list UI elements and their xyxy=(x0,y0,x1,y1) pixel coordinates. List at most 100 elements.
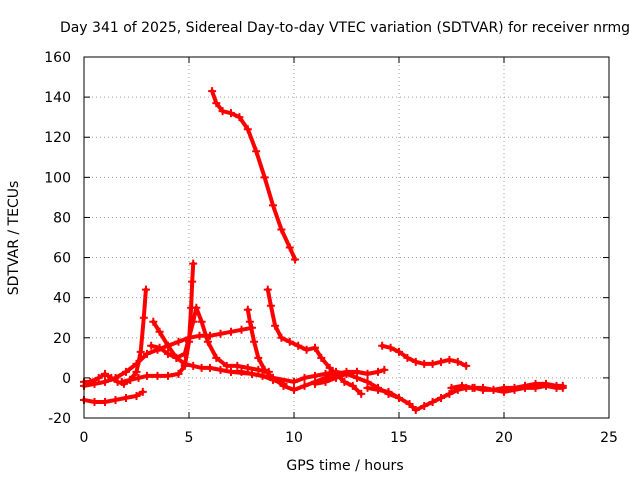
data-point xyxy=(252,147,261,156)
y-axis-label: SDTVAR / TECUs xyxy=(6,181,22,296)
data-point xyxy=(111,395,120,404)
data-point xyxy=(263,285,272,294)
y-tick-label: 100 xyxy=(44,170,71,186)
data-point xyxy=(462,361,471,370)
data-point xyxy=(428,359,437,368)
data-point xyxy=(479,383,487,392)
data-point xyxy=(285,337,294,346)
data-point xyxy=(447,383,456,392)
data-point xyxy=(340,377,349,386)
data-point xyxy=(411,357,420,366)
data-point xyxy=(386,343,395,352)
x-tick-label: 0 xyxy=(80,430,89,446)
data-point xyxy=(122,367,130,376)
data-point xyxy=(458,381,466,390)
data-point xyxy=(300,373,309,382)
grid-lines xyxy=(84,57,609,418)
y-tick-label: 40 xyxy=(53,291,71,307)
data-point xyxy=(428,397,437,406)
data-point xyxy=(411,405,420,414)
data-point xyxy=(357,389,366,398)
data-point xyxy=(233,361,242,370)
data-point xyxy=(437,393,445,402)
data-point xyxy=(174,369,183,378)
series-line xyxy=(265,287,364,396)
series-track-7 xyxy=(147,303,273,376)
data-point xyxy=(302,345,311,354)
series-line xyxy=(149,305,271,374)
data-point xyxy=(132,367,141,376)
data-point xyxy=(311,343,319,352)
series-track-12 xyxy=(378,341,471,370)
data-point xyxy=(380,365,389,374)
data-point xyxy=(332,373,340,382)
data-point xyxy=(172,353,181,362)
data-point xyxy=(374,385,382,394)
series-track-11 xyxy=(311,365,389,388)
data-point xyxy=(468,383,477,392)
series-track-10 xyxy=(227,367,403,402)
y-tick-label: 80 xyxy=(53,210,71,226)
data-point xyxy=(363,383,372,392)
data-point xyxy=(348,381,357,390)
data-point xyxy=(353,367,361,376)
data-point xyxy=(143,371,151,380)
data-point xyxy=(216,365,225,374)
data-point xyxy=(311,379,319,388)
data-point xyxy=(269,201,277,210)
series-track-3 xyxy=(80,285,150,388)
data-point xyxy=(111,373,120,382)
data-point xyxy=(195,331,204,340)
data-point xyxy=(164,371,172,380)
data-point xyxy=(218,107,227,116)
data-point xyxy=(90,379,99,388)
data-point xyxy=(321,369,330,378)
data-series xyxy=(80,87,567,414)
data-point xyxy=(138,387,147,396)
data-point xyxy=(321,377,330,386)
data-point xyxy=(189,361,198,370)
data-point xyxy=(164,349,172,358)
data-point xyxy=(206,363,214,372)
data-point xyxy=(149,317,158,326)
data-point xyxy=(420,359,429,368)
data-point xyxy=(212,353,221,362)
data-point xyxy=(325,363,334,372)
data-point xyxy=(294,341,303,350)
data-point xyxy=(243,305,252,314)
data-point xyxy=(403,353,412,362)
data-point xyxy=(445,389,454,398)
data-point xyxy=(453,357,462,366)
data-point xyxy=(101,377,109,386)
data-point xyxy=(277,225,286,234)
chart-title: Day 341 of 2025, Sidereal Day-to-day VTE… xyxy=(60,20,630,36)
data-point xyxy=(122,393,130,402)
data-point xyxy=(188,277,197,286)
x-axis-ticks: 0 5 10 15 20 25 xyxy=(80,57,618,446)
series-track-14 xyxy=(447,379,567,394)
y-tick-label: 0 xyxy=(62,371,71,387)
data-point xyxy=(155,343,164,352)
x-tick-label: 5 xyxy=(185,430,194,446)
data-point xyxy=(237,325,246,334)
data-point xyxy=(558,381,567,390)
series-line xyxy=(210,89,298,262)
data-point xyxy=(208,87,217,96)
data-point xyxy=(300,381,309,390)
x-tick-label: 15 xyxy=(390,430,408,446)
data-point xyxy=(285,243,294,252)
data-point xyxy=(260,365,269,374)
data-point xyxy=(445,355,454,364)
data-point xyxy=(136,347,145,356)
data-point xyxy=(260,173,269,182)
data-point xyxy=(254,353,263,362)
data-point xyxy=(384,387,393,396)
data-point xyxy=(248,369,256,378)
data-point xyxy=(269,373,277,382)
data-point xyxy=(374,367,382,376)
y-tick-label: 60 xyxy=(53,251,71,267)
plot-frame xyxy=(83,56,610,419)
data-point xyxy=(132,391,141,400)
y-tick-label: 160 xyxy=(44,50,71,66)
